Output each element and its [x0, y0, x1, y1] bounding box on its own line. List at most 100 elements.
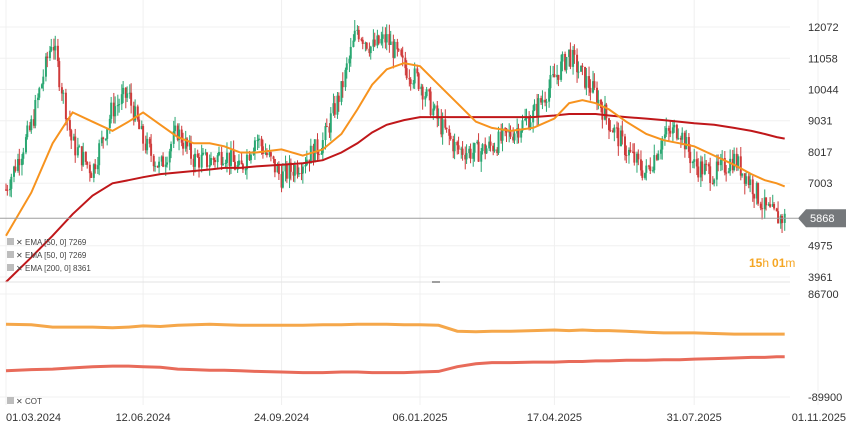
candle-body [154, 165, 157, 167]
candle-body [727, 171, 730, 173]
candle-body [739, 156, 742, 176]
candle-body [244, 169, 247, 171]
candle-body [148, 138, 151, 144]
candle-body [615, 127, 618, 129]
candle-body [289, 162, 292, 172]
candle-body [28, 125, 31, 131]
candle-body [364, 42, 367, 44]
candle-body [304, 164, 307, 167]
candle-body [74, 136, 77, 156]
candle-body [20, 158, 23, 166]
close-icon[interactable]: ✕ [16, 397, 23, 406]
candle-body [649, 166, 652, 172]
candle-body [182, 142, 185, 149]
candle-body [779, 215, 782, 224]
candle-body [64, 92, 67, 119]
candle-body [344, 69, 347, 88]
cot-series-line-1 [5, 322, 785, 336]
price-tick-label: 4975 [808, 241, 832, 253]
candle-body [38, 88, 41, 98]
candle-body [301, 166, 304, 174]
settings-icon[interactable] [7, 397, 14, 404]
candle-body [100, 137, 103, 144]
price-tick-label: 8017 [808, 147, 832, 159]
candle-body [92, 164, 95, 178]
candle-body [623, 136, 626, 155]
close-icon[interactable]: ✕ [16, 238, 23, 247]
candle-body [142, 126, 145, 144]
candle-body [36, 97, 39, 101]
candle-body [512, 136, 515, 141]
candle-body [44, 56, 47, 77]
candle-body [349, 46, 352, 59]
candle-body [548, 88, 551, 102]
candle-body [341, 81, 344, 88]
candle-body [409, 79, 412, 84]
candle-body [725, 172, 728, 174]
candle-body [369, 46, 372, 54]
candle-body [333, 103, 336, 115]
settings-icon[interactable] [7, 264, 14, 271]
pane-resize-handle[interactable] [432, 281, 440, 283]
candle-body [14, 166, 17, 171]
candle-body [584, 66, 587, 88]
candle-body [170, 143, 173, 152]
candle-body [276, 165, 279, 173]
candle-body [108, 118, 111, 128]
candle-body [572, 50, 575, 67]
candle-body [198, 157, 201, 168]
candle-body [212, 158, 215, 161]
close-icon[interactable]: ✕ [16, 251, 23, 260]
candle-body [174, 125, 177, 132]
candle-countdown: 15h 01m [749, 256, 795, 270]
candle-body [388, 34, 391, 45]
candle-body [681, 132, 684, 140]
candle-body [408, 78, 411, 80]
candle-body [771, 204, 774, 207]
candle-body [493, 149, 496, 152]
settings-icon[interactable] [7, 238, 14, 245]
candle-body [393, 41, 396, 58]
candle-body [30, 119, 33, 131]
candle-body [377, 35, 380, 44]
legend-item-ema200[interactable]: ✕ EMA [200, 0] 8361 [7, 264, 91, 273]
candle-body [701, 161, 704, 175]
candle-body [352, 40, 355, 47]
candle-body [420, 86, 423, 90]
settings-icon[interactable] [7, 251, 14, 258]
candle-body [767, 204, 770, 206]
candle-body [533, 103, 536, 111]
candle-body [593, 81, 596, 88]
candle-body [52, 46, 55, 51]
candle-body [196, 153, 199, 158]
candle-body [655, 155, 658, 160]
candle-body [421, 86, 424, 100]
candle-body [612, 130, 615, 133]
candle-body [186, 138, 189, 147]
candle-body [284, 164, 287, 172]
candle-body [677, 137, 680, 139]
candle-body [592, 81, 595, 93]
countdown-hours-unit: h [762, 256, 769, 270]
price-y-axis: 12072 11058 10044 9031 8017 7003 4975 3961 [808, 22, 839, 284]
candle-body [248, 154, 251, 161]
indicator-legend: ✕ EMA [50, 0] 7269 ✕ EMA [50, 0] 7269 ✕ EMA [… [7, 238, 91, 273]
candle-body [380, 38, 383, 44]
candle-body [709, 166, 712, 183]
candle-body [337, 95, 340, 102]
candle-body [82, 151, 85, 166]
close-icon[interactable]: ✕ [16, 264, 23, 273]
candle-body [168, 151, 171, 163]
candle-body [5, 189, 7, 191]
candle-body [208, 165, 211, 167]
legend-item-ema50a[interactable]: ✕ EMA [50, 0] 7269 [7, 238, 87, 247]
candle-body [253, 140, 256, 152]
candle-body [329, 113, 332, 133]
candle-body [417, 73, 420, 90]
candle-body [10, 176, 13, 189]
candle-body [675, 124, 678, 139]
candle-body [777, 211, 780, 224]
legend-item-ema50b[interactable]: ✕ EMA [50, 0] 7269 [7, 251, 87, 260]
candle-body [58, 61, 61, 88]
